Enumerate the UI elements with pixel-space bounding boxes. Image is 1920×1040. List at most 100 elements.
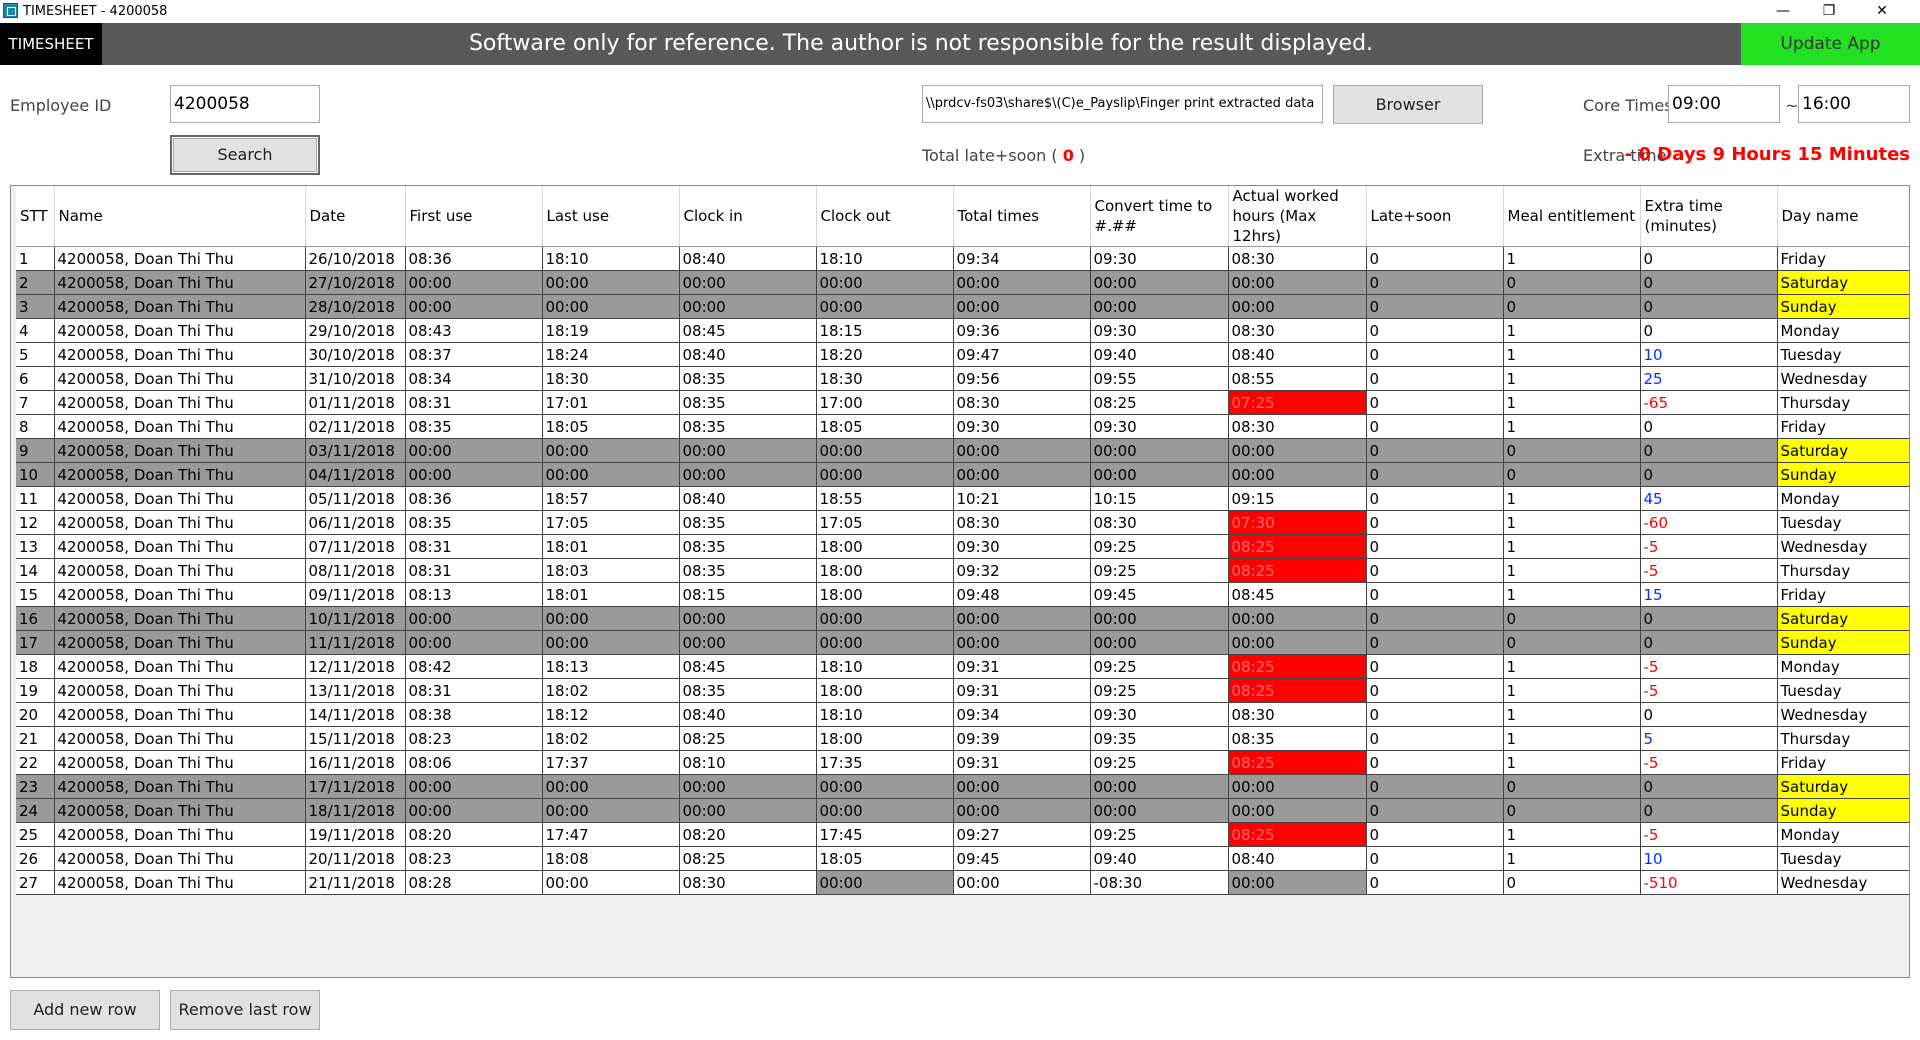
cell-total-times[interactable]: 09:48 [953,582,1091,607]
cell-clock-out[interactable]: 00:00 [816,270,954,295]
cell-date[interactable]: 05/11/2018 [305,486,406,511]
cell-last-use[interactable]: 18:57 [542,486,680,511]
cell-clock-out[interactable]: 00:00 [816,606,954,631]
cell-day-name[interactable]: Sunday [1777,294,1909,319]
cell-actual-worked[interactable]: 08:25 [1228,678,1367,703]
cell-day-name[interactable]: Monday [1777,318,1909,343]
cell-stt[interactable]: 24 [16,798,55,823]
table-row[interactable]: 12 4200058, Doan Thi Thu 06/11/2018 08:35 17… [16,510,1909,535]
cell-stt[interactable]: 26 [16,846,55,871]
minimize-button[interactable]: — [1776,3,1790,19]
cell-convert-time[interactable]: 08:30 [1090,510,1229,535]
cell-total-times[interactable]: 00:00 [953,630,1091,655]
cell-meal-entitlement[interactable]: 0 [1503,294,1641,319]
table-row[interactable]: 15 4200058, Doan Thi Thu 09/11/2018 08:13 18… [16,582,1909,607]
cell-extra-time[interactable]: 45 [1640,486,1778,511]
cell-clock-out[interactable]: 18:00 [816,534,954,559]
cell-name[interactable]: 4200058, Doan Thi Thu [54,534,306,559]
cell-first-use[interactable]: 08:23 [405,846,543,871]
table-row[interactable]: 1 4200058, Doan Thi Thu 26/10/2018 08:36 18:… [16,246,1909,271]
cell-last-use[interactable]: 00:00 [542,798,680,823]
cell-actual-worked[interactable]: 08:30 [1228,318,1367,343]
cell-actual-worked[interactable]: 07:25 [1228,390,1367,415]
cell-name[interactable]: 4200058, Doan Thi Thu [54,414,306,439]
cell-stt[interactable]: 22 [16,750,55,775]
cell-name[interactable]: 4200058, Doan Thi Thu [54,606,306,631]
cell-late-soon[interactable]: 0 [1366,294,1504,319]
cell-convert-time[interactable]: 09:25 [1090,534,1229,559]
cell-last-use[interactable]: 17:47 [542,822,680,847]
cell-name[interactable]: 4200058, Doan Thi Thu [54,486,306,511]
cell-clock-in[interactable]: 08:40 [679,342,817,367]
cell-day-name[interactable]: Wednesday [1777,870,1909,895]
cell-clock-in[interactable]: 08:35 [679,414,817,439]
cell-last-use[interactable]: 17:01 [542,390,680,415]
cell-first-use[interactable]: 08:43 [405,318,543,343]
timesheet-tab[interactable]: TIMESHEET [0,23,102,65]
cell-clock-in[interactable]: 08:45 [679,318,817,343]
cell-stt[interactable]: 13 [16,534,55,559]
table-row[interactable]: 27 4200058, Doan Thi Thu 21/11/2018 08:28 00… [16,870,1909,895]
remove-last-row-button[interactable]: Remove last row [170,990,320,1030]
cell-meal-entitlement[interactable]: 1 [1503,510,1641,535]
cell-last-use[interactable]: 00:00 [542,294,680,319]
cell-extra-time[interactable]: -5 [1640,534,1778,559]
cell-extra-time[interactable]: 0 [1640,798,1778,823]
cell-clock-in[interactable]: 08:35 [679,510,817,535]
cell-total-times[interactable]: 00:00 [953,270,1091,295]
cell-date[interactable]: 11/11/2018 [305,630,406,655]
cell-stt[interactable]: 1 [16,246,55,271]
cell-meal-entitlement[interactable]: 1 [1503,318,1641,343]
cell-late-soon[interactable]: 0 [1366,606,1504,631]
cell-name[interactable]: 4200058, Doan Thi Thu [54,798,306,823]
cell-day-name[interactable]: Friday [1777,750,1909,775]
table-row[interactable]: 19 4200058, Doan Thi Thu 13/11/2018 08:31 18… [16,678,1909,703]
cell-meal-entitlement[interactable]: 1 [1503,678,1641,703]
cell-convert-time[interactable]: 09:35 [1090,726,1229,751]
cell-late-soon[interactable]: 0 [1366,246,1504,271]
cell-late-soon[interactable]: 0 [1366,342,1504,367]
cell-convert-time[interactable]: -08:30 [1090,870,1229,895]
cell-late-soon[interactable]: 0 [1366,270,1504,295]
cell-actual-worked[interactable]: 08:55 [1228,366,1367,391]
cell-clock-in[interactable]: 00:00 [679,774,817,799]
cell-day-name[interactable]: Monday [1777,822,1909,847]
cell-name[interactable]: 4200058, Doan Thi Thu [54,582,306,607]
cell-stt[interactable]: 3 [16,294,55,319]
cell-convert-time[interactable]: 09:25 [1090,822,1229,847]
cell-extra-time[interactable]: 0 [1640,270,1778,295]
cell-clock-out[interactable]: 00:00 [816,462,954,487]
cell-late-soon[interactable]: 0 [1366,846,1504,871]
cell-convert-time[interactable]: 00:00 [1090,798,1229,823]
cell-name[interactable]: 4200058, Doan Thi Thu [54,846,306,871]
cell-date[interactable]: 13/11/2018 [305,678,406,703]
cell-extra-time[interactable]: 10 [1640,846,1778,871]
table-row[interactable]: 21 4200058, Doan Thi Thu 15/11/2018 08:23 18… [16,726,1909,751]
cell-clock-out[interactable]: 18:10 [816,246,954,271]
cell-first-use[interactable]: 08:42 [405,654,543,679]
table-row[interactable]: 5 4200058, Doan Thi Thu 30/10/2018 08:37 18:… [16,342,1909,367]
cell-clock-out[interactable]: 18:20 [816,342,954,367]
cell-extra-time[interactable]: 0 [1640,462,1778,487]
cell-day-name[interactable]: Saturday [1777,270,1909,295]
cell-late-soon[interactable]: 0 [1366,726,1504,751]
cell-name[interactable]: 4200058, Doan Thi Thu [54,270,306,295]
cell-total-times[interactable]: 09:34 [953,702,1091,727]
cell-first-use[interactable]: 08:37 [405,342,543,367]
cell-meal-entitlement[interactable]: 1 [1503,414,1641,439]
cell-convert-time[interactable]: 00:00 [1090,462,1229,487]
column-header-total-times[interactable]: Total times [953,186,1091,247]
cell-date[interactable]: 14/11/2018 [305,702,406,727]
cell-last-use[interactable]: 18:02 [542,726,680,751]
cell-name[interactable]: 4200058, Doan Thi Thu [54,654,306,679]
table-row[interactable]: 23 4200058, Doan Thi Thu 17/11/2018 00:00 00… [16,774,1909,799]
cell-actual-worked[interactable]: 00:00 [1228,774,1367,799]
cell-late-soon[interactable]: 0 [1366,534,1504,559]
cell-last-use[interactable]: 18:02 [542,678,680,703]
cell-first-use[interactable]: 08:28 [405,870,543,895]
cell-late-soon[interactable]: 0 [1366,366,1504,391]
cell-clock-in[interactable]: 08:20 [679,822,817,847]
cell-name[interactable]: 4200058, Doan Thi Thu [54,462,306,487]
table-row[interactable]: 10 4200058, Doan Thi Thu 04/11/2018 00:00 00… [16,462,1909,487]
cell-late-soon[interactable]: 0 [1366,486,1504,511]
